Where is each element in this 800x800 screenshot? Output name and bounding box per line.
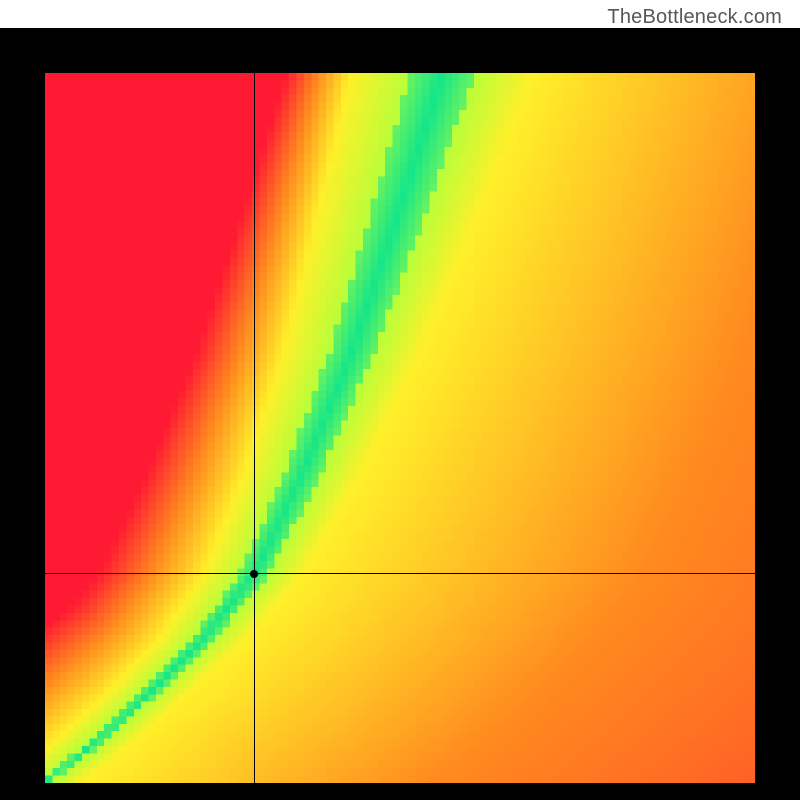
bottleneck-heatmap: [45, 73, 755, 783]
crosshair-horizontal: [45, 573, 755, 574]
crosshair-vertical: [254, 73, 255, 783]
crosshair-marker: [250, 570, 258, 578]
watermark-text: TheBottleneck.com: [607, 6, 782, 29]
chart-outer-frame: [0, 28, 800, 800]
